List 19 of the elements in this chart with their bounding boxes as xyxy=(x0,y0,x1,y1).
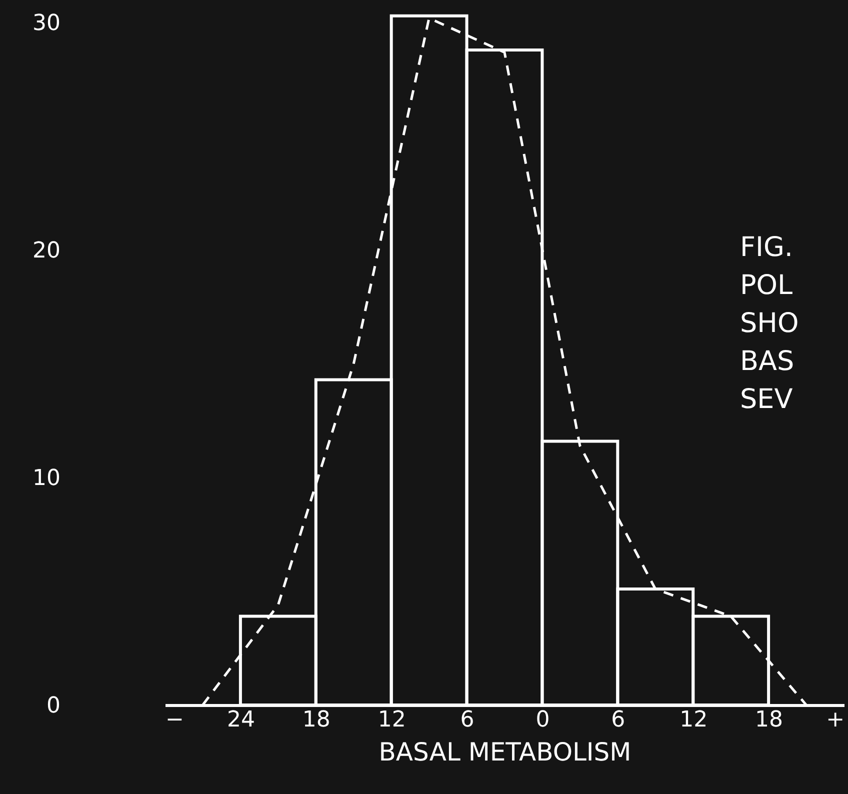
x-tick-label: 24 xyxy=(226,708,255,732)
x-tick-label: + xyxy=(826,708,844,732)
y-tick-label: 30 xyxy=(32,11,60,36)
x-tick-label: 6 xyxy=(611,708,626,732)
x-tick-label: 0 xyxy=(536,708,550,732)
x-tick-label: 12 xyxy=(378,708,406,732)
x-axis-title: BASAL METABOLISM xyxy=(378,738,632,766)
y-tick-label: 10 xyxy=(32,466,60,492)
annotation: SEV xyxy=(740,384,794,415)
x-tick-label: 6 xyxy=(460,708,474,732)
annotation: FIG. xyxy=(740,232,793,263)
x-tick-label: 12 xyxy=(680,708,708,732)
x-tick-label: − xyxy=(166,708,184,732)
annotation: SHO xyxy=(740,308,799,339)
x-tick-label: 18 xyxy=(302,708,330,732)
annotation: BAS xyxy=(740,346,794,377)
x-tick-label: 18 xyxy=(755,708,784,732)
y-tick-label: 20 xyxy=(32,238,60,264)
annotation: POL xyxy=(740,270,793,301)
